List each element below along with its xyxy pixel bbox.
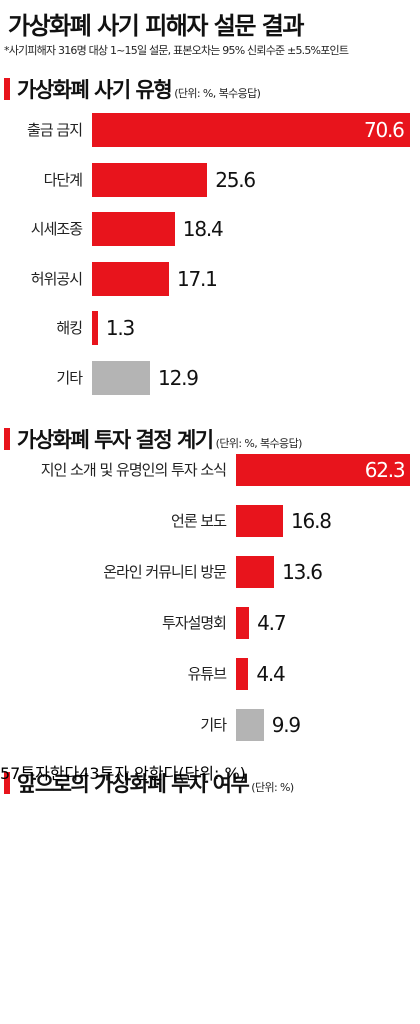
unit-note: (단위: %, 복수응답) (215, 437, 303, 450)
section-header: 가상화폐 투자 결정 계기 (단위: %, 복수응답) (4, 424, 302, 454)
value-label: 62.3 (364, 458, 406, 482)
bar (92, 360, 151, 395)
bar (92, 261, 169, 296)
bar (92, 311, 98, 345)
category-label: 유튜브 (187, 665, 227, 683)
category-label: 출금 금지 (27, 121, 83, 139)
page-title: 가상화폐 사기 피해자 설문 결과 (8, 12, 304, 40)
half-donut-chart: 57투자한다43투자 안한다(단위: %) (0, 760, 246, 784)
value-label: 16.8 (291, 509, 332, 533)
category-label: 투자한다 (20, 764, 80, 783)
section-header: 앞으로의 가상화폐 투자 여부 (단위: %) (4, 768, 294, 798)
bar (236, 709, 264, 741)
category-label: 다단계 (43, 170, 83, 189)
unit-note: (단위: %) (251, 781, 294, 794)
value-label: 57 (0, 764, 21, 783)
section-marker (4, 428, 10, 450)
value-label: 17.1 (176, 266, 218, 291)
value-label: 18.4 (182, 217, 224, 241)
section-header: 가상화폐 사기 유형 (단위: %, 복수응답) (4, 74, 261, 104)
value-label: 9.9 (271, 713, 301, 737)
category-label: 투자 안한다 (99, 764, 179, 783)
unit-note: (단위: %) (178, 764, 246, 783)
bar (92, 162, 208, 197)
value-label: 13.6 (282, 560, 323, 584)
category-label: 지인 소개 및 유명인의 투자 소식 (40, 461, 227, 479)
category-label: 기타 (200, 716, 227, 734)
value-label: 12.9 (158, 365, 199, 390)
category-label: 해킹 (56, 319, 83, 337)
value-label: 25.6 (215, 167, 256, 192)
category-label: 기타 (56, 368, 83, 387)
section-title: 가상화폐 투자 결정 계기 (17, 428, 214, 452)
section-title: 가상화폐 사기 유형 (17, 78, 173, 102)
category-label: 투자설명회 (161, 614, 227, 632)
value-label: 70.6 (363, 118, 405, 142)
bar (236, 556, 275, 588)
survey-note: *사기피해자 316명 대상 1~15일 설문, 표본오차는 95% 신뢰수준 … (4, 44, 349, 57)
category-label: 시세조종 (30, 220, 83, 238)
bar (236, 454, 411, 486)
category-label: 허위공시 (30, 269, 83, 288)
bar (236, 607, 250, 639)
section-marker (4, 78, 10, 100)
value-label: 4.7 (257, 611, 286, 635)
category-label: 온라인 커뮤니티 방문 (103, 563, 227, 581)
bar (92, 212, 175, 246)
unit-note: (단위: %, 복수응답) (174, 87, 261, 100)
category-label: 언론 보도 (171, 512, 227, 530)
section-title: 앞으로의 가상화폐 투자 여부 (17, 772, 250, 796)
section-marker (4, 772, 10, 794)
bar (236, 658, 249, 690)
bar (236, 505, 284, 537)
bar (92, 113, 410, 147)
value-label: 1.3 (105, 316, 135, 340)
value-label: 43 (79, 764, 100, 783)
value-label: 4.4 (256, 662, 285, 686)
